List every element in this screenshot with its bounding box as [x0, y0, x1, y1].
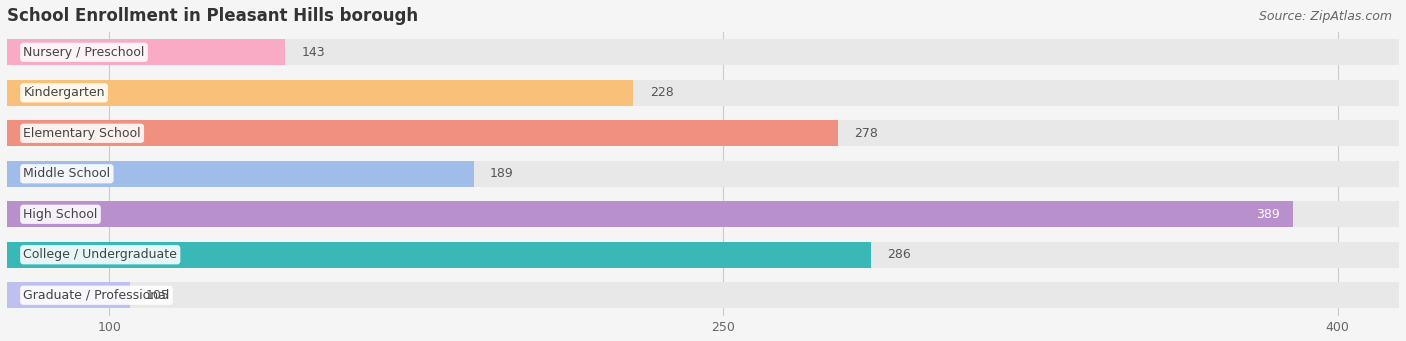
Bar: [7, 39, 1399, 65]
Text: 189: 189: [491, 167, 513, 180]
Text: 286: 286: [887, 248, 911, 261]
Bar: [7, 120, 838, 146]
Text: 143: 143: [302, 46, 325, 59]
Bar: [7, 242, 1399, 268]
Text: School Enrollment in Pleasant Hills borough: School Enrollment in Pleasant Hills boro…: [7, 7, 418, 25]
Text: Graduate / Professional: Graduate / Professional: [24, 289, 170, 302]
Text: College / Undergraduate: College / Undergraduate: [24, 248, 177, 261]
Bar: [7, 161, 1399, 187]
Text: 228: 228: [650, 86, 673, 99]
Bar: [7, 282, 129, 308]
Bar: [7, 201, 1399, 227]
Text: Elementary School: Elementary School: [24, 127, 141, 140]
Text: Nursery / Preschool: Nursery / Preschool: [24, 46, 145, 59]
Bar: [7, 161, 474, 187]
Bar: [7, 282, 1399, 308]
Bar: [7, 39, 285, 65]
Text: 105: 105: [146, 289, 170, 302]
Bar: [7, 80, 1399, 106]
Bar: [7, 80, 633, 106]
Text: High School: High School: [24, 208, 97, 221]
Bar: [7, 120, 1399, 146]
Bar: [7, 201, 1292, 227]
Text: Kindergarten: Kindergarten: [24, 86, 105, 99]
Bar: [7, 242, 870, 268]
Text: 389: 389: [1257, 208, 1281, 221]
Text: Middle School: Middle School: [24, 167, 111, 180]
Text: Source: ZipAtlas.com: Source: ZipAtlas.com: [1258, 10, 1392, 23]
Text: 278: 278: [855, 127, 879, 140]
